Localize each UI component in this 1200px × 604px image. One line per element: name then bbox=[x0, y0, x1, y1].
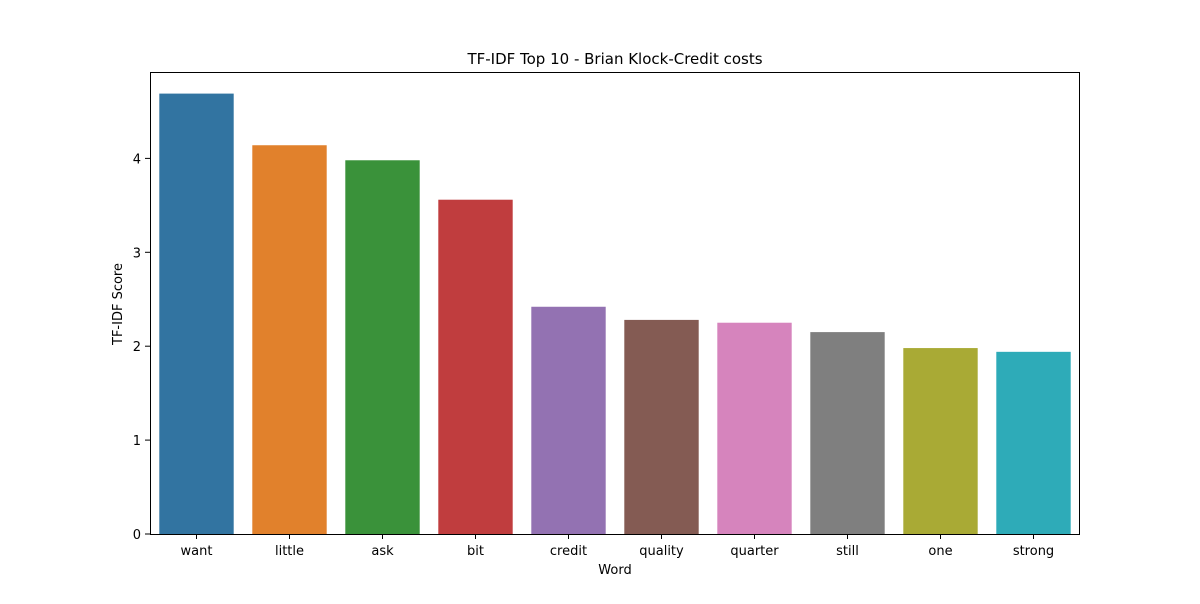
x-tick-label: ask bbox=[371, 544, 394, 559]
bar-little bbox=[252, 145, 327, 535]
bars-layer bbox=[159, 93, 1071, 535]
x-tick-label: one bbox=[928, 544, 952, 559]
bar-ask bbox=[345, 160, 420, 534]
y-tick-label: 4 bbox=[133, 152, 141, 167]
bar-still bbox=[810, 332, 885, 534]
plot-frame bbox=[150, 72, 1080, 535]
y-axis-ticks: 0 1 2 3 4 bbox=[133, 152, 150, 543]
y-tick-label: 2 bbox=[133, 340, 141, 355]
x-tick-label: little bbox=[275, 544, 304, 559]
x-tick-label: strong bbox=[1013, 544, 1054, 559]
x-axis-label: Word bbox=[598, 563, 631, 578]
x-tick-label: still bbox=[836, 544, 859, 559]
y-tick-label: 0 bbox=[133, 528, 141, 543]
x-tick-label: bit bbox=[467, 544, 484, 559]
bar-strong bbox=[996, 351, 1071, 534]
bar-want bbox=[159, 93, 234, 534]
bar-quality bbox=[624, 319, 699, 534]
bar-bit bbox=[438, 199, 513, 534]
bar-quarter bbox=[717, 322, 792, 534]
chart-title: TF-IDF Top 10 - Brian Klock-Credit costs bbox=[466, 50, 762, 68]
bar-credit bbox=[531, 306, 606, 534]
x-axis-ticks: want little ask bit credit quality quarter stil… bbox=[181, 534, 1054, 559]
y-axis-label: TF-IDF Score bbox=[111, 263, 126, 346]
y-tick-label: 1 bbox=[133, 434, 141, 449]
x-tick-label: credit bbox=[550, 544, 587, 559]
x-tick-label: quarter bbox=[730, 544, 779, 559]
y-tick-label: 3 bbox=[133, 246, 141, 261]
bar-one bbox=[903, 348, 978, 534]
x-tick-label: want bbox=[181, 544, 213, 559]
x-tick-label: quality bbox=[639, 544, 684, 559]
